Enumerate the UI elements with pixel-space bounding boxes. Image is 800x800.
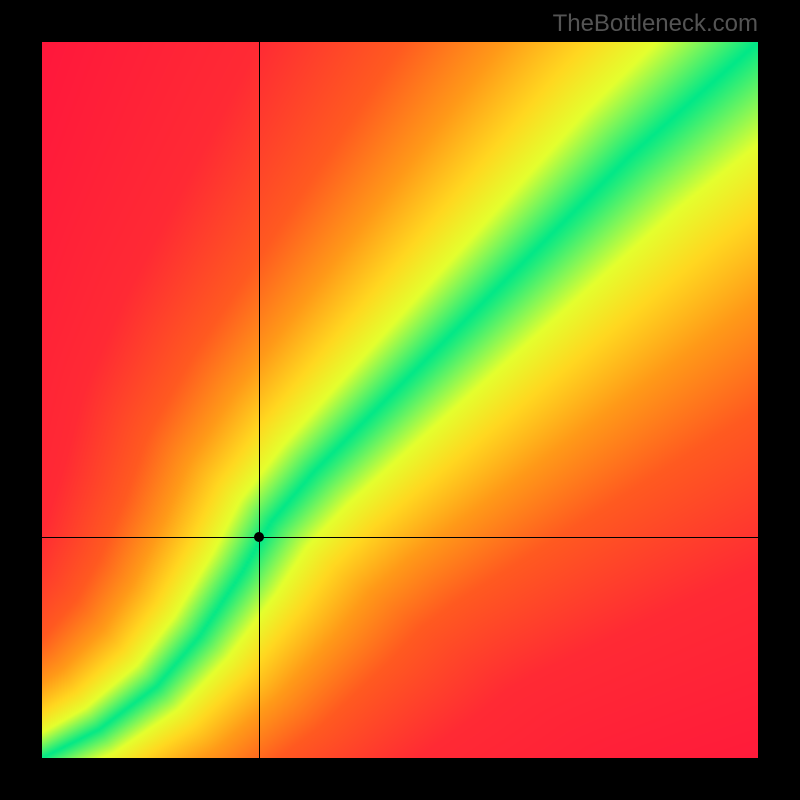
watermark-text: TheBottleneck.com <box>553 10 758 38</box>
heatmap-canvas <box>42 42 758 758</box>
heatmap-plot <box>42 42 758 758</box>
crosshair-horizontal <box>42 537 758 538</box>
crosshair-vertical <box>259 42 260 758</box>
crosshair-marker <box>254 532 264 542</box>
